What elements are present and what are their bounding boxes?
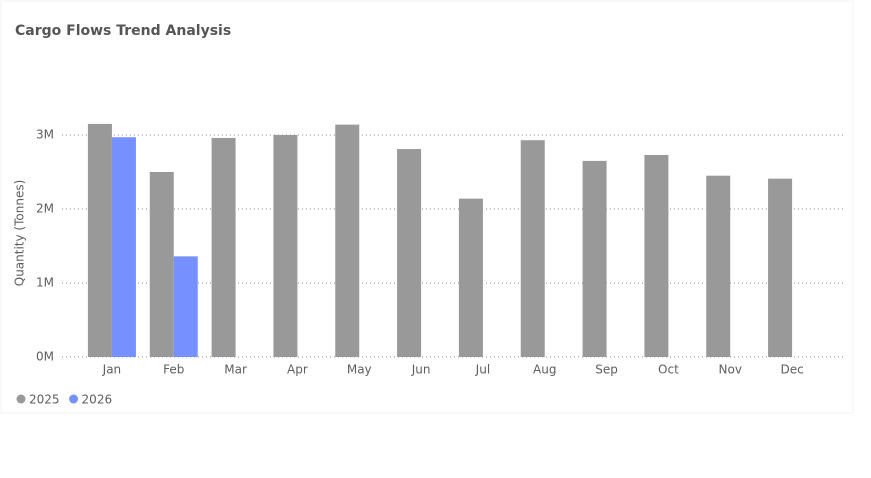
bar	[273, 135, 298, 357]
x-tick-label: Aug	[533, 363, 556, 377]
legend-marker	[16, 394, 26, 404]
x-tick-label: Jul	[475, 363, 490, 377]
bar	[644, 154, 669, 357]
chart-title: Cargo Flows Trend Analysis	[15, 23, 231, 39]
bar	[582, 160, 607, 357]
bar	[768, 178, 793, 357]
bar	[173, 256, 198, 357]
bar	[149, 172, 174, 357]
x-tick-label: Mar	[224, 363, 247, 377]
bar	[111, 137, 136, 357]
bar	[458, 198, 483, 357]
legend-label: 2025	[29, 393, 60, 407]
x-tick-label: Apr	[287, 363, 308, 377]
legend: 2025 2026	[16, 393, 113, 407]
x-tick-label: Oct	[658, 363, 679, 377]
legend-label: 2026	[82, 393, 113, 407]
y-tick-label: 2M	[36, 202, 54, 216]
y-tick-label: 1M	[36, 276, 54, 290]
bar	[335, 124, 360, 357]
x-tick-label: Jun	[411, 363, 431, 377]
bar	[87, 123, 112, 358]
y-tick-label: 3M	[36, 128, 54, 142]
x-tick-label: Dec	[780, 363, 803, 377]
legend-marker	[69, 394, 79, 404]
bar	[520, 140, 545, 357]
x-tick-label: May	[347, 363, 372, 377]
y-axis-label: Quantity (Tonnes)	[13, 180, 27, 287]
x-tick-label: Sep	[595, 363, 618, 377]
y-tick-label: 0M	[36, 350, 54, 364]
x-tick-label: Nov	[719, 363, 742, 377]
x-tick-label: Jan	[102, 363, 122, 377]
x-tick-label: Feb	[163, 363, 184, 377]
bar	[211, 137, 236, 357]
bar	[397, 149, 422, 357]
bar	[706, 175, 731, 357]
